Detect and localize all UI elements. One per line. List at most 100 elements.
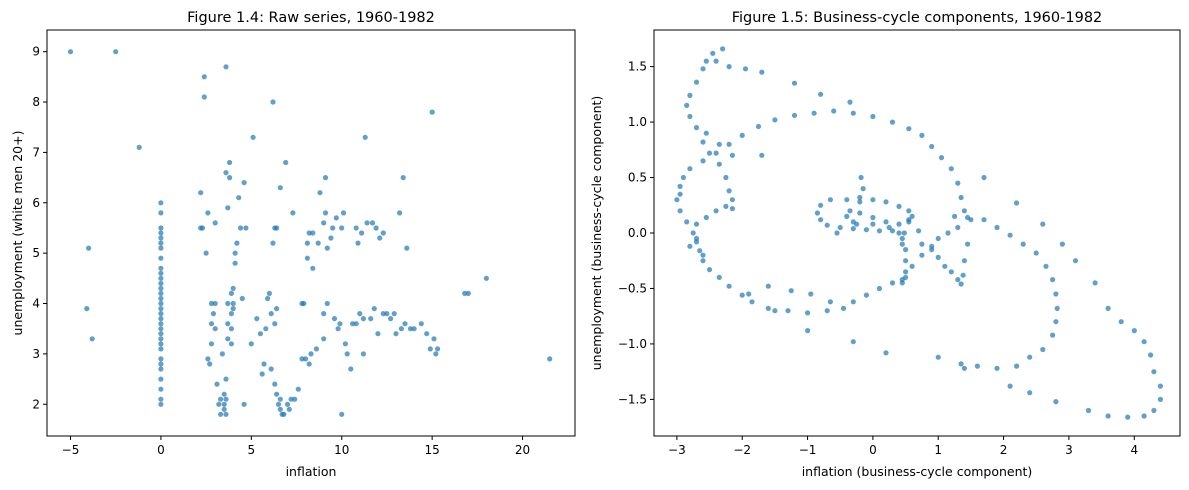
scatter-point [322,175,329,181]
scatter-point [909,263,915,269]
scatter-point [994,224,1000,231]
chart-left-points [67,49,553,417]
chart-right-title: Figure 1.5: Business-cycle components, 1… [732,10,1103,26]
scatter-point [765,283,771,289]
scatter-point [214,381,220,387]
scatter-point [360,316,366,322]
scatter-point [1118,319,1124,325]
scatter-point [304,255,310,261]
scatter-point [824,222,830,228]
scatter-point [805,328,811,334]
scatter-point [393,331,399,337]
scatter-point [158,356,164,362]
scatter-point [706,150,713,156]
scatter-point [277,406,283,412]
scatter-point [272,381,278,387]
chart-left-frame [46,29,576,437]
scatter-point [274,391,280,397]
scatter-point [84,306,90,312]
scatter-point [254,316,260,322]
scatter-point [355,240,361,246]
scatter-point [313,346,319,352]
x-tick-label: 2 [1000,443,1008,457]
scatter-point [700,158,706,164]
x-tick-label: 0 [157,443,165,457]
scatter-point [266,290,272,296]
scatter-point [259,371,265,377]
scatter-point [212,220,218,226]
scatter-point [729,152,736,158]
scatter-point [225,205,231,211]
scatter-point [359,230,365,236]
scatter-point [263,326,269,332]
scatter-point [938,155,945,161]
scatter-point [275,401,282,407]
scatter-point [929,247,935,253]
scatter-point [89,336,95,342]
scatter-point [840,305,847,311]
scatter-point [903,258,909,264]
scatter-point [158,270,164,276]
scatter-point [858,174,864,181]
scatter-point [690,230,696,236]
scatter-point [811,110,817,116]
scatter-point [362,134,368,140]
scatter-point [899,241,905,247]
scatter-point [404,245,410,251]
scatter-point [321,336,327,342]
scatter-point [205,210,211,216]
scatter-point [955,277,961,283]
scatter-point [321,311,327,317]
scatter-point [981,217,987,223]
scatter-point [344,351,350,357]
scatter-point [857,199,863,205]
scatter-point [158,341,164,347]
scatter-point [974,363,981,369]
scatter-point [257,331,263,337]
scatter-point [693,235,700,242]
scatter-point [292,396,298,402]
scatter-point [847,99,853,105]
scatter-point [883,219,889,225]
scatter-point [158,361,164,367]
scatter-point [407,326,414,332]
y-tick-label: 7 [32,145,40,159]
scatter-point [237,225,244,231]
x-tick-label: −2 [733,443,751,457]
scatter-point [136,144,142,150]
y-tick-label: −1.0 [618,337,647,351]
scatter-point [850,110,856,116]
scatter-point [831,108,837,114]
scatter-point [818,91,824,97]
scatter-point [223,170,229,176]
scatter-point [713,208,719,214]
scatter-point [716,274,722,280]
scatter-point [207,361,213,367]
scatter-point [726,141,732,147]
scatter-point [274,225,280,231]
scatter-point [850,299,856,305]
scatter-point [228,311,234,317]
scatter-point [342,341,348,347]
scatter-point [1020,241,1026,247]
scatter-point [236,195,242,201]
scatter-point [221,406,227,412]
scatter-point [225,321,231,327]
scatter-point [380,311,386,317]
scatter-point [158,376,164,382]
scatter-point [772,308,778,314]
scatter-point [703,58,709,64]
scatter-point [772,117,778,123]
scatter-point [377,235,383,241]
scatter-point [483,275,489,281]
scatter-point [834,230,840,236]
scatter-point [283,159,289,166]
scatter-point [265,295,271,302]
scatter-point [726,283,732,289]
scatter-point [674,197,680,203]
scatter-point [863,227,870,233]
scatter-point [67,49,74,55]
scatter-point [854,221,860,227]
scatter-point [903,247,909,253]
scatter-point [903,269,909,275]
